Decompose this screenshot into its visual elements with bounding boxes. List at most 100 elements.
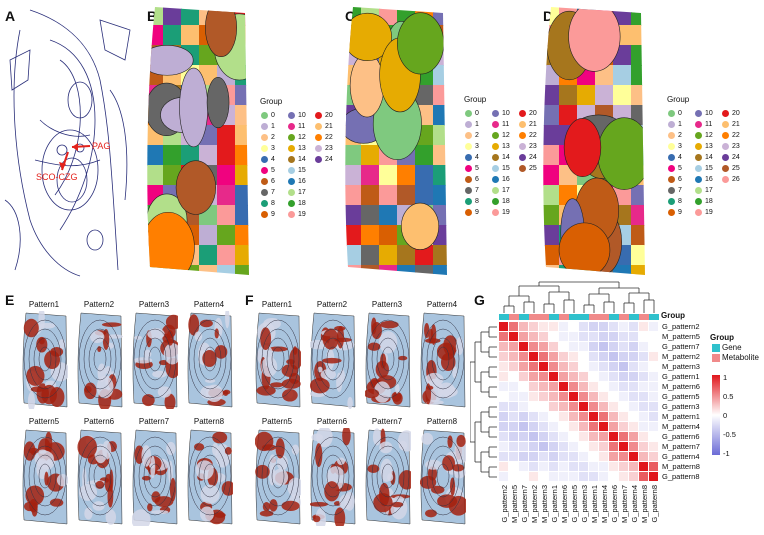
legend-swatch (465, 198, 472, 205)
heatmap-cell (639, 402, 648, 411)
legend-item: 10 (695, 110, 713, 117)
legend-swatch (465, 209, 472, 216)
heatmap-cell (529, 322, 538, 331)
legend-swatch (519, 165, 526, 172)
legend-item: 26 (722, 176, 740, 183)
heatmap-row-label: M_pattern2 (662, 352, 700, 361)
group-bar-cell (569, 314, 579, 320)
legend-item: 18 (695, 198, 713, 205)
heatmap-cell (559, 462, 568, 471)
legend-swatch (288, 178, 295, 185)
heatmap-cell (589, 412, 598, 421)
heatmap-cell (519, 372, 528, 381)
legend-swatch (722, 165, 729, 172)
heatmap-cell (599, 392, 608, 401)
heatmap-cell (569, 432, 578, 441)
heatmap-cell (569, 332, 578, 341)
pattern-title: Pattern6 (316, 417, 348, 426)
legend-item: 3 (668, 143, 682, 150)
legend-item: 16 (492, 176, 510, 183)
legend-item: 14 (695, 154, 713, 161)
legend-item: 25 (519, 165, 537, 172)
heatmap-cell (639, 382, 648, 391)
legend-swatch (519, 132, 526, 139)
pattern-title: Pattern8 (193, 417, 225, 426)
group-bar-cell (599, 314, 609, 320)
legend-item: 12 (288, 134, 306, 141)
legend-swatch (668, 132, 675, 139)
heatmap-cell (539, 472, 548, 481)
heatmap-cell (649, 442, 658, 451)
legend-item: 4 (261, 156, 275, 163)
heatmap-cell (589, 342, 598, 351)
legend-item: 4 (465, 154, 479, 161)
group-legend-metabolite: Metabolite (712, 353, 759, 362)
heatmap-cell (579, 352, 588, 361)
pattern-thumbnail (310, 428, 356, 526)
group-bar-cell (639, 314, 649, 320)
heatmap-cell (599, 332, 608, 341)
heatmap-cell (579, 442, 588, 451)
legend-swatch (465, 143, 472, 150)
heatmap-cell (559, 422, 568, 431)
legend-item: 4 (668, 154, 682, 161)
legend-item: 3 (261, 145, 275, 152)
heatmap-col-label: M_pattern5 (510, 485, 519, 523)
heatmap-col-label: M_pattern4 (600, 485, 609, 523)
heatmap-cell (569, 412, 578, 421)
group-bar-cell (619, 314, 629, 320)
heatmap-cell (529, 452, 538, 461)
heatmap-cell (639, 452, 648, 461)
heatmap-cell (619, 432, 628, 441)
heatmap-cell (609, 412, 618, 421)
heatmap-cell (509, 382, 518, 391)
heatmap-cell (519, 432, 528, 441)
heatmap-cell (609, 342, 618, 351)
heatmap-cell (529, 432, 538, 441)
heatmap-cell (509, 402, 518, 411)
heatmap-col-label: M_pattern1 (590, 485, 599, 523)
legend-item: 21 (315, 123, 333, 130)
heatmap-cell (599, 362, 608, 371)
legend-swatch (668, 143, 675, 150)
heatmap-cell (619, 462, 628, 471)
pattern-thumbnail (255, 429, 301, 525)
heatmap-cell (649, 472, 658, 481)
heatmap-cell (569, 382, 578, 391)
legend-item: 0 (465, 110, 479, 117)
heatmap-cell (619, 362, 628, 371)
legend-swatch (288, 145, 295, 152)
heatmap-cell (639, 422, 648, 431)
heatmap-cell (529, 382, 538, 391)
legend-item: 18 (492, 198, 510, 205)
heatmap-cell (559, 382, 568, 391)
legend-swatch (722, 132, 729, 139)
heatmap-cell (639, 412, 648, 421)
pattern-thumbnail (255, 312, 301, 408)
heatmap-cell (599, 402, 608, 411)
group-bar-cell (649, 314, 659, 320)
legend-swatch (492, 132, 499, 139)
heatmap-cell (549, 332, 558, 341)
heatmap-cell (639, 432, 648, 441)
heatmap-cell (549, 322, 558, 331)
heatmap-cell (649, 392, 658, 401)
pattern-title: Pattern3 (138, 300, 170, 309)
heatmap-cell (619, 422, 628, 431)
heatmap-row-label: M_pattern7 (662, 442, 700, 451)
heatmap-cell (569, 452, 578, 461)
heatmap-cell (639, 362, 648, 371)
legend-swatch (668, 121, 675, 128)
heatmap-cell (649, 462, 658, 471)
heatmap-cell (509, 422, 518, 431)
heatmap-cell (569, 322, 578, 331)
heatmap-cell (619, 342, 628, 351)
heatmap-cell (579, 432, 588, 441)
heatmap-cell (499, 382, 508, 391)
legend-item: 2 (668, 132, 682, 139)
legend-swatch (695, 121, 702, 128)
heatmap-cell (589, 362, 598, 371)
heatmap-cell (599, 462, 608, 471)
legend-item: 23 (315, 145, 333, 152)
heatmap-cell (559, 322, 568, 331)
